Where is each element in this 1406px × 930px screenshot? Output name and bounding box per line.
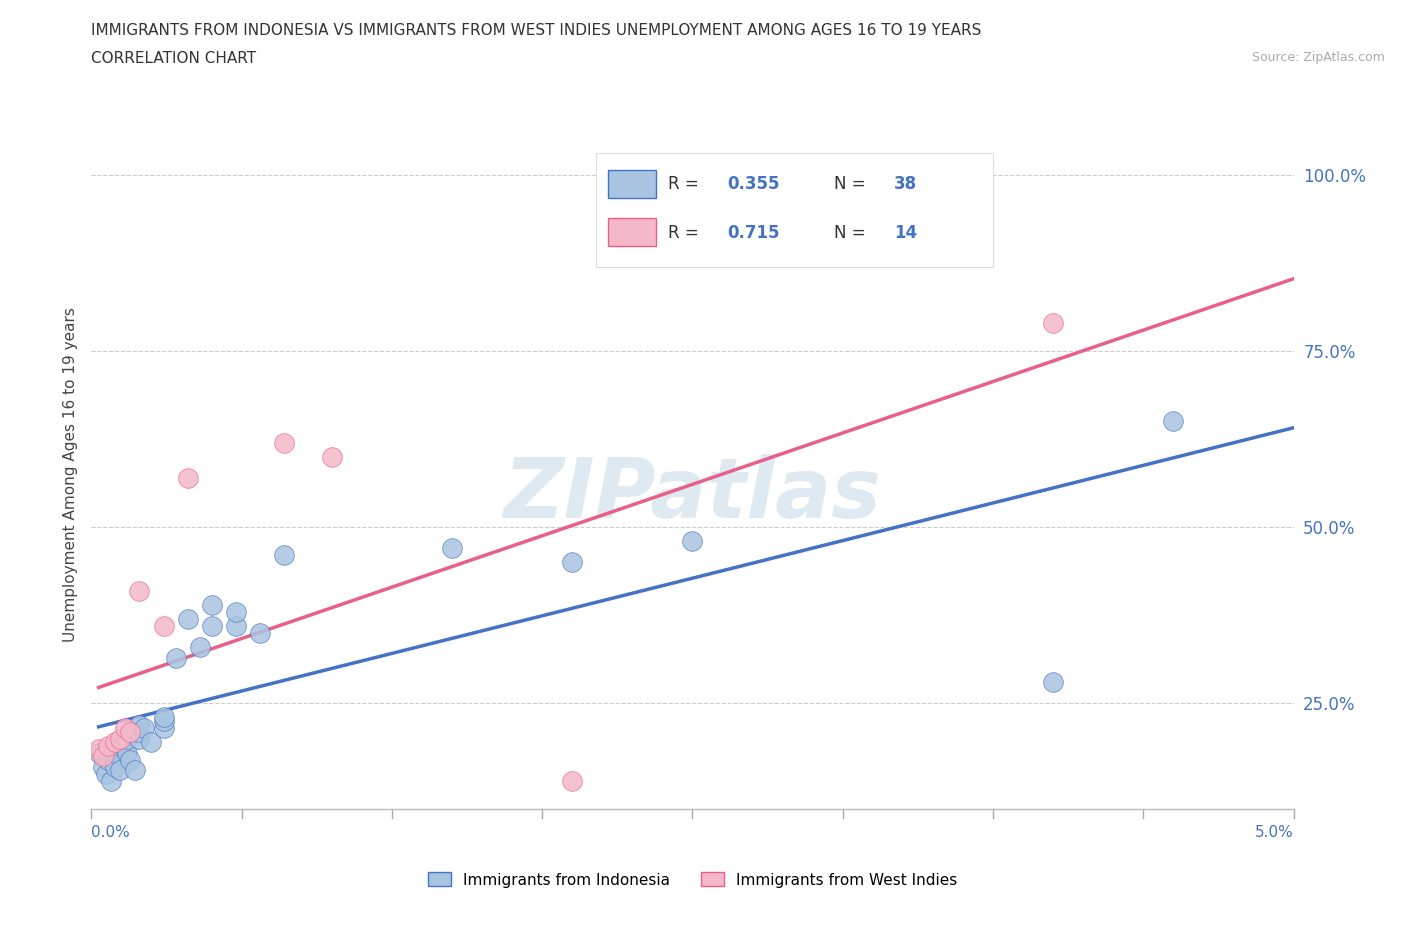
Point	[152, 710, 174, 724]
Point	[249, 626, 271, 641]
Point	[104, 735, 127, 750]
Point	[104, 745, 127, 760]
Point	[1161, 414, 1184, 429]
Point	[176, 471, 198, 485]
Point	[128, 731, 150, 746]
Point	[87, 742, 110, 757]
Point	[124, 763, 146, 777]
Text: 0.0%: 0.0%	[91, 825, 131, 840]
Point	[273, 548, 295, 563]
Point	[225, 618, 247, 633]
Point	[152, 721, 174, 736]
Point	[561, 555, 583, 570]
Point	[117, 745, 139, 760]
Text: ZIPatlas: ZIPatlas	[503, 454, 882, 535]
Point	[110, 763, 132, 777]
Point	[118, 724, 141, 739]
Point	[1042, 315, 1064, 330]
Point	[110, 738, 132, 753]
Point	[94, 766, 117, 781]
Point	[440, 541, 463, 556]
Point	[97, 738, 120, 753]
Point	[201, 597, 224, 612]
Point	[134, 721, 156, 736]
Point	[561, 774, 583, 789]
Point	[93, 749, 115, 764]
Point	[100, 774, 122, 789]
Point	[121, 724, 143, 739]
Point	[681, 534, 703, 549]
Point	[118, 752, 141, 767]
Point	[165, 650, 187, 665]
Point	[321, 449, 343, 464]
Point	[97, 752, 120, 767]
Text: IMMIGRANTS FROM INDONESIA VS IMMIGRANTS FROM WEST INDIES UNEMPLOYMENT AMONG AGES: IMMIGRANTS FROM INDONESIA VS IMMIGRANTS …	[91, 23, 981, 38]
Point	[93, 760, 115, 775]
Point	[1042, 675, 1064, 690]
Point	[87, 745, 110, 760]
Point	[117, 731, 139, 746]
Point	[273, 435, 295, 450]
Point	[104, 760, 127, 775]
Point	[114, 721, 136, 736]
Point	[141, 735, 163, 750]
Point	[128, 717, 150, 732]
Point	[110, 731, 132, 746]
Text: Source: ZipAtlas.com: Source: ZipAtlas.com	[1251, 51, 1385, 64]
Point	[225, 604, 247, 619]
Point	[152, 618, 174, 633]
Point	[201, 618, 224, 633]
Point	[104, 752, 127, 767]
Text: CORRELATION CHART: CORRELATION CHART	[91, 51, 256, 66]
Point	[114, 738, 136, 753]
Y-axis label: Unemployment Among Ages 16 to 19 years: Unemployment Among Ages 16 to 19 years	[62, 307, 77, 642]
Point	[188, 640, 211, 655]
Point	[176, 611, 198, 626]
Point	[152, 713, 174, 728]
Point	[128, 724, 150, 739]
Point	[128, 583, 150, 598]
Text: 5.0%: 5.0%	[1254, 825, 1294, 840]
Legend: Immigrants from Indonesia, Immigrants from West Indies: Immigrants from Indonesia, Immigrants fr…	[420, 865, 965, 896]
